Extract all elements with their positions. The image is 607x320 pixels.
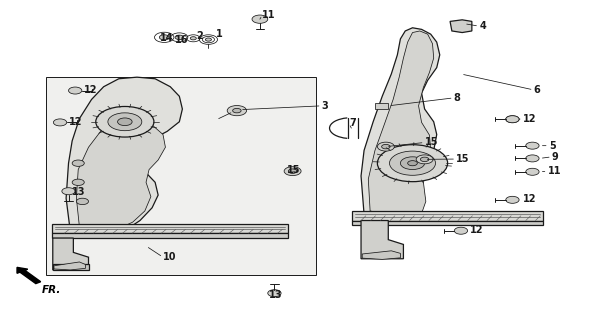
Text: 15: 15 <box>287 165 300 175</box>
Circle shape <box>252 15 268 23</box>
Text: 13: 13 <box>72 187 86 197</box>
Polygon shape <box>352 211 543 220</box>
Circle shape <box>108 113 142 131</box>
Circle shape <box>401 157 425 170</box>
Circle shape <box>506 116 519 123</box>
Text: 12: 12 <box>69 117 82 127</box>
Text: 15: 15 <box>456 154 470 164</box>
Text: 2: 2 <box>196 31 203 41</box>
Text: 11: 11 <box>262 10 276 20</box>
Circle shape <box>118 118 132 125</box>
Circle shape <box>205 38 211 41</box>
Text: 12: 12 <box>523 114 536 124</box>
Circle shape <box>526 155 539 162</box>
Text: 12: 12 <box>470 225 484 235</box>
Circle shape <box>421 157 429 162</box>
Circle shape <box>506 116 519 123</box>
Circle shape <box>526 142 539 149</box>
FancyArrow shape <box>17 268 41 284</box>
Circle shape <box>506 196 519 203</box>
Polygon shape <box>53 238 89 270</box>
Text: 9: 9 <box>552 152 558 162</box>
Circle shape <box>284 167 301 176</box>
Polygon shape <box>362 251 401 260</box>
Polygon shape <box>46 77 316 275</box>
Polygon shape <box>361 220 404 259</box>
Circle shape <box>227 106 246 116</box>
Polygon shape <box>54 262 86 270</box>
Circle shape <box>526 168 539 175</box>
Polygon shape <box>66 77 182 233</box>
Polygon shape <box>53 264 89 270</box>
Text: FR.: FR. <box>42 285 61 295</box>
Circle shape <box>378 145 447 182</box>
Circle shape <box>378 142 395 151</box>
Text: 8: 8 <box>453 93 461 103</box>
Text: 10: 10 <box>163 252 177 262</box>
Circle shape <box>72 179 84 186</box>
Circle shape <box>76 198 89 204</box>
Text: 16: 16 <box>175 35 189 44</box>
Polygon shape <box>52 224 288 233</box>
Text: 6: 6 <box>534 85 540 95</box>
Text: 5: 5 <box>549 141 555 151</box>
Circle shape <box>268 290 281 297</box>
Text: 15: 15 <box>425 138 438 148</box>
Polygon shape <box>368 31 434 217</box>
Text: 14: 14 <box>160 33 174 43</box>
Circle shape <box>72 160 84 166</box>
Text: 1: 1 <box>215 29 222 39</box>
Polygon shape <box>352 220 543 225</box>
Text: 4: 4 <box>479 21 486 31</box>
Circle shape <box>69 87 82 94</box>
Text: 13: 13 <box>269 291 282 300</box>
Bar <box>375 103 388 109</box>
Polygon shape <box>76 120 166 230</box>
Text: 7: 7 <box>349 118 356 128</box>
Circle shape <box>175 35 183 40</box>
Circle shape <box>232 108 241 113</box>
Circle shape <box>288 169 297 173</box>
Circle shape <box>382 144 390 149</box>
Circle shape <box>53 119 67 126</box>
Polygon shape <box>52 233 288 238</box>
Circle shape <box>390 151 436 175</box>
Circle shape <box>62 188 75 195</box>
Circle shape <box>416 155 433 164</box>
Polygon shape <box>450 20 472 33</box>
Text: 3: 3 <box>322 101 328 111</box>
Polygon shape <box>361 28 439 219</box>
Circle shape <box>96 107 154 137</box>
Circle shape <box>454 227 467 234</box>
Circle shape <box>190 37 196 40</box>
Text: 12: 12 <box>84 85 98 95</box>
Circle shape <box>160 35 169 40</box>
Text: 12: 12 <box>523 194 536 204</box>
Circle shape <box>408 161 418 166</box>
Text: 11: 11 <box>548 166 561 176</box>
